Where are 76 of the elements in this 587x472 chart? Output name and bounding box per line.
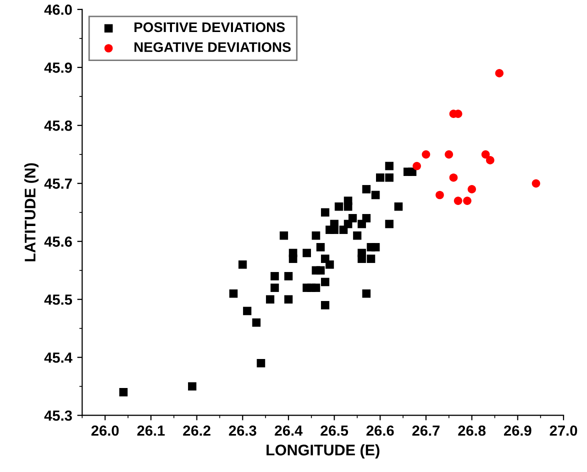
- point: [280, 231, 288, 240]
- x-tick-label: 26.7: [412, 425, 440, 436]
- point: [394, 202, 403, 211]
- point: [449, 173, 458, 182]
- point: [266, 295, 274, 304]
- x-tick-label: 26.0: [91, 425, 119, 436]
- point: [454, 196, 462, 205]
- point: [312, 284, 320, 292]
- point: [284, 295, 293, 304]
- y-tick-label: 45.8: [44, 120, 72, 131]
- x-tick-label: 26.1: [137, 425, 165, 436]
- point: [358, 220, 366, 228]
- y-tick-label: 46.0: [44, 4, 72, 15]
- point: [366, 254, 376, 263]
- point: [358, 254, 366, 263]
- point: [320, 301, 330, 310]
- point: [320, 208, 330, 217]
- point: [444, 150, 454, 159]
- point: [270, 284, 279, 292]
- y-tick-label: 45.6: [44, 236, 72, 247]
- point: [238, 260, 247, 269]
- point: [312, 231, 320, 240]
- y-tick-label: 45.9: [44, 62, 72, 73]
- x-tick-label: 26.5: [320, 425, 348, 436]
- legend-label: POSITIVE DEVIATIONS: [134, 22, 285, 32]
- point: [412, 162, 421, 170]
- point: [344, 202, 352, 211]
- x-tick-label: 26.2: [183, 425, 210, 436]
- point: [436, 190, 444, 200]
- y-tick-label: 45.4: [44, 352, 72, 363]
- point: [252, 318, 261, 327]
- x-tick-label: 26.8: [458, 425, 486, 436]
- point: [385, 173, 394, 182]
- point: [119, 388, 128, 396]
- point: [316, 266, 325, 275]
- x-axis-title: LONGITUDE (E): [266, 444, 380, 458]
- point: [243, 306, 252, 316]
- point: [334, 202, 344, 211]
- point: [256, 359, 266, 368]
- point: [422, 150, 430, 159]
- x-tick-label: 26.3: [228, 425, 256, 436]
- point: [288, 254, 298, 263]
- x-tick-label: 26.4: [274, 425, 303, 436]
- point: [362, 289, 371, 298]
- point: [495, 69, 504, 78]
- x-tick-label: 26.6: [366, 425, 394, 436]
- point: [316, 243, 325, 252]
- point: [376, 173, 384, 182]
- point: [385, 220, 394, 228]
- point: [188, 382, 196, 391]
- point: [284, 272, 293, 280]
- point: [229, 289, 238, 298]
- legend-label: NEGATIVE DEVIATIONS: [134, 42, 291, 52]
- point: [339, 226, 348, 234]
- point: [463, 196, 472, 205]
- point: [532, 179, 540, 188]
- y-tick-label: 45.5: [44, 294, 72, 305]
- x-tick-label: 27.0: [550, 425, 578, 436]
- point: [408, 168, 416, 176]
- point: [481, 150, 490, 159]
- point: [486, 156, 494, 164]
- point: [320, 278, 330, 286]
- point: [330, 226, 338, 234]
- point: [371, 243, 380, 252]
- point: [302, 248, 311, 258]
- y-axis-title: LATITUDE (N): [24, 163, 39, 262]
- point: [362, 185, 371, 194]
- point: [326, 260, 334, 269]
- point: [270, 272, 279, 280]
- point: [353, 231, 362, 240]
- point: [385, 162, 394, 170]
- y-tick-label: 45.7: [44, 178, 72, 189]
- x-tick-label: 26.9: [504, 425, 532, 436]
- y-tick-label: 45.3: [44, 410, 72, 421]
- point: [371, 190, 380, 200]
- point: [468, 185, 476, 194]
